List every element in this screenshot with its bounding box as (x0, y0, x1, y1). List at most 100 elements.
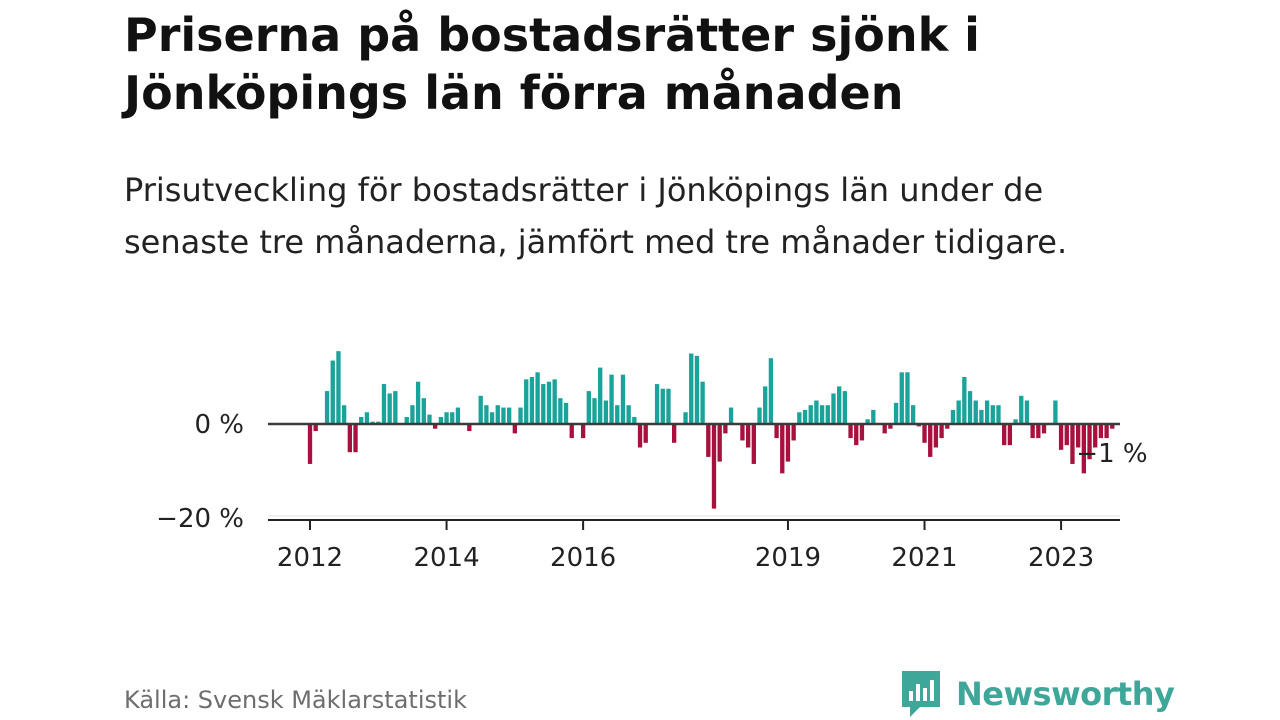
bar (893, 402, 899, 424)
bar (848, 424, 853, 439)
bar (1110, 424, 1115, 429)
bar (1075, 424, 1081, 448)
bar (791, 424, 796, 441)
bar (899, 372, 904, 424)
bar (694, 355, 700, 424)
last-value-label: −1 % (1076, 439, 1147, 469)
bar (364, 412, 370, 424)
bar (819, 405, 825, 424)
bar (518, 407, 523, 424)
bar (728, 407, 734, 424)
bar (768, 358, 774, 424)
bar (381, 384, 387, 424)
bar (689, 353, 694, 424)
newsworthy-logo-icon (902, 671, 940, 717)
bar (973, 400, 978, 424)
bar (666, 388, 671, 424)
bar (837, 386, 842, 424)
bar (1024, 400, 1030, 424)
bar (831, 393, 836, 424)
bar (421, 398, 426, 424)
bar (1030, 424, 1035, 439)
bar (444, 412, 449, 424)
bar (1013, 419, 1018, 424)
bar (922, 424, 927, 443)
bar (814, 400, 819, 424)
bar (711, 424, 717, 509)
bar-chart: 0 % −20 % 2012 2014 2016 2019 2021 2023 −1 % (156, 351, 1148, 573)
bar (393, 391, 398, 424)
bar (888, 424, 893, 429)
bar (1070, 424, 1075, 464)
brand-logo: Newsworthy (900, 668, 1175, 720)
bar (506, 407, 512, 424)
bar (910, 405, 916, 424)
bar (609, 374, 614, 424)
bar (489, 412, 495, 424)
bar (450, 412, 455, 424)
bar (478, 395, 483, 424)
bar (745, 424, 751, 448)
bar (757, 407, 762, 424)
chart-subtitle: Prisutveckling för bostadsrätter i Jönkö… (124, 171, 1068, 261)
bar (763, 386, 768, 424)
bar (865, 419, 870, 424)
bar (484, 405, 489, 424)
bar (353, 424, 358, 453)
bar (990, 405, 995, 424)
x-tick-label: 2019 (755, 543, 821, 573)
bar (802, 409, 808, 424)
chart-title: Priserna på bostadsrätter sjönk i Jönköp… (124, 8, 980, 120)
bar (933, 424, 939, 448)
y-tick-label: −20 % (156, 504, 244, 534)
bar (962, 377, 967, 424)
bar (859, 424, 865, 441)
bar (740, 424, 745, 441)
source-note: Källa: Svensk Mäklarstatistik (124, 686, 467, 714)
bar (1053, 400, 1058, 424)
bar (415, 381, 421, 424)
bar (512, 424, 517, 434)
bar (307, 424, 313, 464)
bar (455, 407, 461, 424)
bar (359, 416, 364, 424)
bar (347, 424, 352, 453)
bar (438, 416, 444, 424)
bar (984, 400, 990, 424)
bar (1041, 424, 1047, 434)
bar (598, 367, 603, 424)
bar (979, 409, 984, 424)
x-tick-label: 2016 (550, 543, 616, 573)
bar (387, 393, 392, 424)
bar (341, 405, 347, 424)
bar (700, 381, 705, 424)
bar (1058, 424, 1064, 450)
bar (580, 424, 586, 439)
bar (524, 379, 529, 424)
bar (672, 424, 677, 443)
bar (603, 400, 609, 424)
bar (330, 360, 335, 424)
bar (404, 416, 409, 424)
bar (780, 424, 785, 474)
bar (882, 424, 887, 434)
bar (842, 391, 848, 424)
bar (336, 351, 341, 424)
bar (939, 424, 944, 439)
bar (808, 405, 813, 424)
bar (996, 405, 1001, 424)
bar (620, 374, 626, 424)
bar (546, 381, 552, 424)
bar (552, 379, 557, 424)
bar (541, 384, 546, 424)
bar (956, 400, 961, 424)
brand-name: Newsworthy (956, 675, 1175, 713)
bar (433, 424, 438, 429)
bar (723, 424, 728, 434)
bar (324, 391, 330, 424)
bar (615, 405, 620, 424)
bar (717, 424, 722, 462)
bar (660, 388, 665, 424)
bar (1064, 424, 1069, 446)
bar (774, 424, 779, 439)
